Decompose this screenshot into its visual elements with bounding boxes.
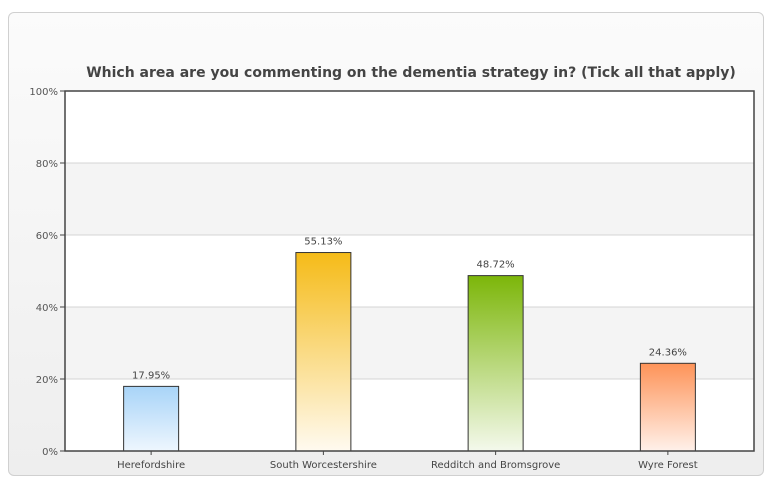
x-category-label: Herefordshire xyxy=(117,460,185,471)
plot-area xyxy=(65,91,754,451)
bar-value-label: 55.13% xyxy=(304,237,342,248)
plot-border xyxy=(64,90,755,452)
x-category-label: Redditch and Bromsgrove xyxy=(431,460,560,471)
bar-herefordshire[interactable] xyxy=(123,385,180,452)
grid-band xyxy=(65,307,754,379)
y-tick-label: 40% xyxy=(36,303,58,314)
y-tick-label: 60% xyxy=(36,231,58,242)
grid-band xyxy=(65,163,754,235)
chart-title: Which area are you commenting on the dem… xyxy=(86,65,736,81)
y-tick-label: 0% xyxy=(42,447,58,458)
bar-value-label: 17.95% xyxy=(132,370,170,381)
y-tick-label: 20% xyxy=(36,375,58,386)
x-category-label: South Worcestershire xyxy=(270,460,377,471)
bar-south-worcestershire[interactable] xyxy=(295,252,352,452)
bar-wyre-forest[interactable] xyxy=(639,362,696,452)
x-category-label: Wyre Forest xyxy=(638,460,698,471)
bar-value-label: 24.36% xyxy=(649,347,687,358)
bar-value-label: 48.72% xyxy=(477,260,515,271)
y-tick-label: 100% xyxy=(29,87,58,98)
bar-redditch-and-bromsgrove[interactable] xyxy=(467,275,524,452)
y-tick-label: 80% xyxy=(36,159,58,170)
